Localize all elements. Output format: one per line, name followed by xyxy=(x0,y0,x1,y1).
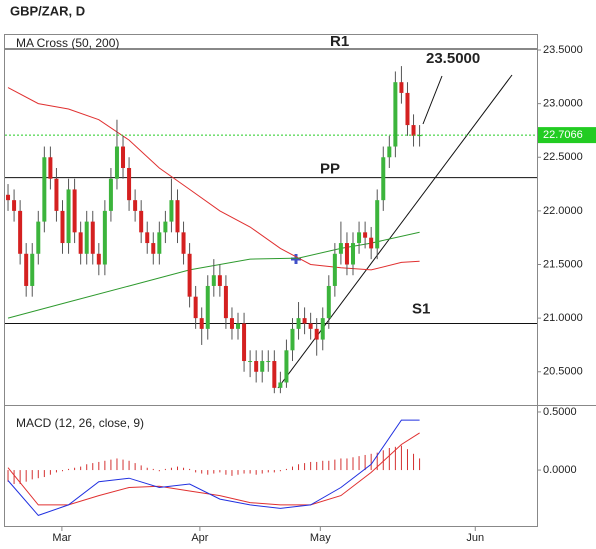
chart-title: GBP/ZAR, D xyxy=(10,3,85,18)
candle-body xyxy=(393,82,398,147)
y-tick-label: 21.5000 xyxy=(543,258,583,270)
candle-body xyxy=(145,232,150,244)
candle-body xyxy=(205,285,210,329)
candle-body xyxy=(260,361,265,372)
candle-body xyxy=(296,318,301,329)
candle-body xyxy=(12,200,17,211)
candle-body xyxy=(320,318,325,340)
y-tick-label: 23.0000 xyxy=(543,98,583,110)
indicator-label: MA Cross (50, 200) xyxy=(16,36,119,50)
candle-body xyxy=(278,382,283,388)
level-label: R1 xyxy=(330,33,349,50)
candle-body xyxy=(114,146,119,179)
y-tick-label: 20.5000 xyxy=(543,366,583,378)
candle-body xyxy=(217,275,222,286)
candle-body xyxy=(223,285,228,319)
candle-body xyxy=(272,361,277,388)
y-tick-label: 22.0000 xyxy=(543,205,583,217)
x-tick-label: Jun xyxy=(466,532,484,544)
candle-body xyxy=(399,82,404,93)
candle-body xyxy=(139,210,144,233)
candle-body xyxy=(199,318,204,329)
moving-average xyxy=(7,87,420,271)
annotation: 23.5000 xyxy=(426,50,480,67)
candle-body xyxy=(369,237,374,249)
candle-body xyxy=(60,210,65,244)
candle-body xyxy=(181,232,186,254)
candle-body xyxy=(48,157,53,179)
candle-body xyxy=(344,243,349,265)
x-tick-label: Mar xyxy=(52,532,71,544)
candle-body xyxy=(54,178,59,211)
candle-body xyxy=(375,200,380,249)
candle-body xyxy=(326,285,331,319)
plot-frame xyxy=(4,34,538,527)
x-tick-label: May xyxy=(310,532,331,544)
moving-average xyxy=(7,231,420,319)
candle-body xyxy=(302,318,307,324)
candle-body xyxy=(127,167,132,201)
signal-line xyxy=(7,432,420,506)
candle-body xyxy=(266,361,271,363)
candle-body xyxy=(169,200,174,222)
candle-body xyxy=(351,243,356,265)
last-price-box xyxy=(538,127,596,144)
level-label: PP xyxy=(320,161,340,178)
candle-body xyxy=(314,328,319,340)
candle-body xyxy=(72,189,77,233)
last-price-label: 22.7066 xyxy=(543,129,583,141)
candle-body xyxy=(42,157,47,222)
candle-body xyxy=(84,221,89,254)
candle-body xyxy=(248,361,253,363)
candle-body xyxy=(338,243,343,254)
candle-body xyxy=(332,253,337,286)
candle-body xyxy=(290,328,295,351)
candle-body xyxy=(96,253,101,265)
candle-body xyxy=(163,221,168,233)
y-tick-label: 0.5000 xyxy=(543,406,577,418)
candle-body xyxy=(381,157,386,201)
candle-body xyxy=(417,135,422,137)
candle-body xyxy=(18,210,23,254)
candle-body xyxy=(187,253,192,297)
candle-body xyxy=(78,232,83,254)
candle-body xyxy=(308,323,313,329)
x-tick-label: Apr xyxy=(191,532,208,544)
candle-body xyxy=(211,275,216,286)
y-tick-label: 0.0000 xyxy=(543,464,577,476)
level-label: S1 xyxy=(412,300,430,317)
annotation-arrow xyxy=(422,75,443,125)
candle-body xyxy=(229,318,234,329)
candle-body xyxy=(66,189,71,244)
candle-body xyxy=(6,194,11,201)
candle-body xyxy=(236,323,241,329)
candle-body xyxy=(108,178,113,211)
candle-body xyxy=(151,243,156,254)
candle-body xyxy=(357,232,362,244)
y-tick-label: 23.5000 xyxy=(543,44,583,56)
candle-body xyxy=(405,92,410,126)
candle-body xyxy=(411,125,416,136)
y-tick-label: 21.0000 xyxy=(543,312,583,324)
candle-body xyxy=(175,200,180,233)
candle-body xyxy=(193,296,198,319)
candle-body xyxy=(284,350,289,383)
candle-body xyxy=(36,221,41,254)
candle-body xyxy=(90,221,95,254)
candle-body xyxy=(387,146,392,158)
candle-body xyxy=(157,232,162,254)
candle-body xyxy=(242,323,247,362)
y-tick-label: 22.5000 xyxy=(543,151,583,163)
candle-body xyxy=(121,146,126,168)
candle-body xyxy=(24,253,29,286)
candle-body xyxy=(363,232,368,238)
candle-body xyxy=(102,210,107,265)
candle-body xyxy=(30,253,35,286)
macd-line xyxy=(7,419,420,516)
candle-body xyxy=(133,200,138,211)
indicator-label: MACD (12, 26, close, 9) xyxy=(16,416,144,430)
candle-body xyxy=(254,361,259,372)
